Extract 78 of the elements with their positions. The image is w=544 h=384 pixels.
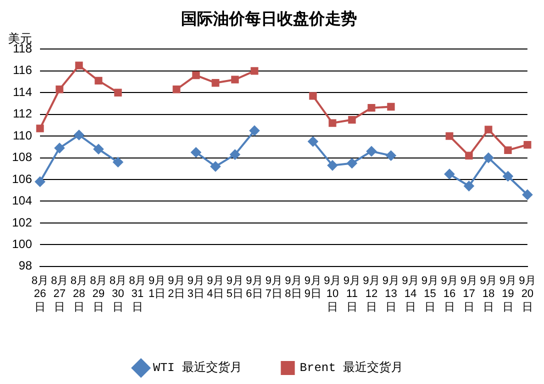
y-tick-label: 108	[12, 150, 32, 164]
point	[249, 126, 260, 136]
point	[231, 76, 239, 84]
x-tick-label: 9月6日	[246, 275, 264, 300]
x-tick-label: 9月10日	[324, 275, 342, 314]
x-tick-label: 9月16日	[440, 275, 458, 314]
y-tick-label: 102	[12, 215, 32, 230]
point	[464, 181, 474, 192]
x-tick-label: 9月14日	[402, 275, 420, 314]
point	[94, 144, 104, 154]
x-tick-label: 8月27日	[50, 275, 68, 314]
y-tick-label: 114	[12, 84, 32, 99]
x-tick-label: 9月5日	[226, 275, 244, 300]
y-tick-label: 106	[12, 172, 32, 186]
point	[114, 88, 122, 96]
point	[483, 152, 494, 163]
point	[387, 102, 395, 111]
legend-label: WTI 最近交货月	[152, 360, 242, 376]
x-tick-label: 8月31日	[128, 275, 146, 314]
x-tick-label: 9月1日	[148, 275, 166, 300]
point	[35, 176, 46, 187]
x-tick-label: 9月9日	[304, 275, 322, 300]
point	[504, 146, 512, 154]
x-tick-label: 8月30日	[109, 275, 127, 314]
point	[465, 152, 473, 160]
y-tick-label: 110	[12, 128, 32, 142]
point	[75, 62, 83, 70]
point	[192, 71, 200, 80]
x-tick-label: 9月18日	[480, 275, 498, 314]
point	[56, 86, 64, 94]
chart-title: 国际油价每日收盘价走势	[181, 10, 357, 28]
x-tick-label: 9月15日	[421, 275, 439, 314]
point	[368, 104, 376, 112]
x-tick-label: 9月7日	[265, 275, 283, 300]
x-tick-label: 8月28日	[70, 275, 88, 314]
point	[484, 126, 492, 134]
point	[190, 147, 201, 158]
point	[366, 146, 376, 156]
point	[54, 143, 65, 154]
x-tick-label: 9月4日	[206, 275, 224, 300]
point	[36, 124, 44, 132]
point	[502, 171, 513, 182]
x-tick-label: 9月11日	[343, 275, 361, 314]
point	[113, 157, 124, 168]
point	[308, 136, 318, 147]
point	[94, 76, 102, 85]
y-tick-label: 112	[12, 106, 32, 121]
x-tick-label: 9月17日	[460, 275, 478, 314]
point	[250, 67, 258, 75]
y-tick-label: 116	[12, 63, 32, 78]
x-tick-label: 9月2日	[168, 275, 186, 300]
y-tick-label: 104	[12, 194, 32, 208]
x-tick-label: 9月20日	[518, 275, 536, 314]
x-tick-label: 9月19日	[499, 275, 517, 314]
x-tick-label: 8月29日	[90, 275, 108, 314]
point	[172, 86, 180, 94]
point	[446, 132, 454, 140]
point	[74, 130, 84, 140]
point	[210, 161, 220, 172]
point	[348, 116, 356, 124]
legend-label: Brent 最近交货月	[300, 360, 404, 376]
x-tick-label: 8月26日	[31, 275, 49, 314]
y-tick-label: 100	[12, 236, 32, 251]
x-tick-label: 9月13日	[382, 275, 400, 314]
y-tick-label: 98	[18, 258, 32, 273]
point	[444, 169, 454, 180]
point	[386, 150, 396, 161]
point	[327, 160, 338, 170]
point	[212, 79, 220, 87]
point	[524, 140, 532, 149]
point	[346, 158, 357, 168]
point	[309, 92, 317, 100]
x-tick-label: 9月8日	[284, 275, 302, 300]
point	[328, 119, 336, 127]
x-tick-label: 9月3日	[187, 275, 205, 300]
point	[230, 150, 240, 160]
x-tick-label: 9月12日	[362, 275, 380, 314]
point	[522, 190, 532, 200]
